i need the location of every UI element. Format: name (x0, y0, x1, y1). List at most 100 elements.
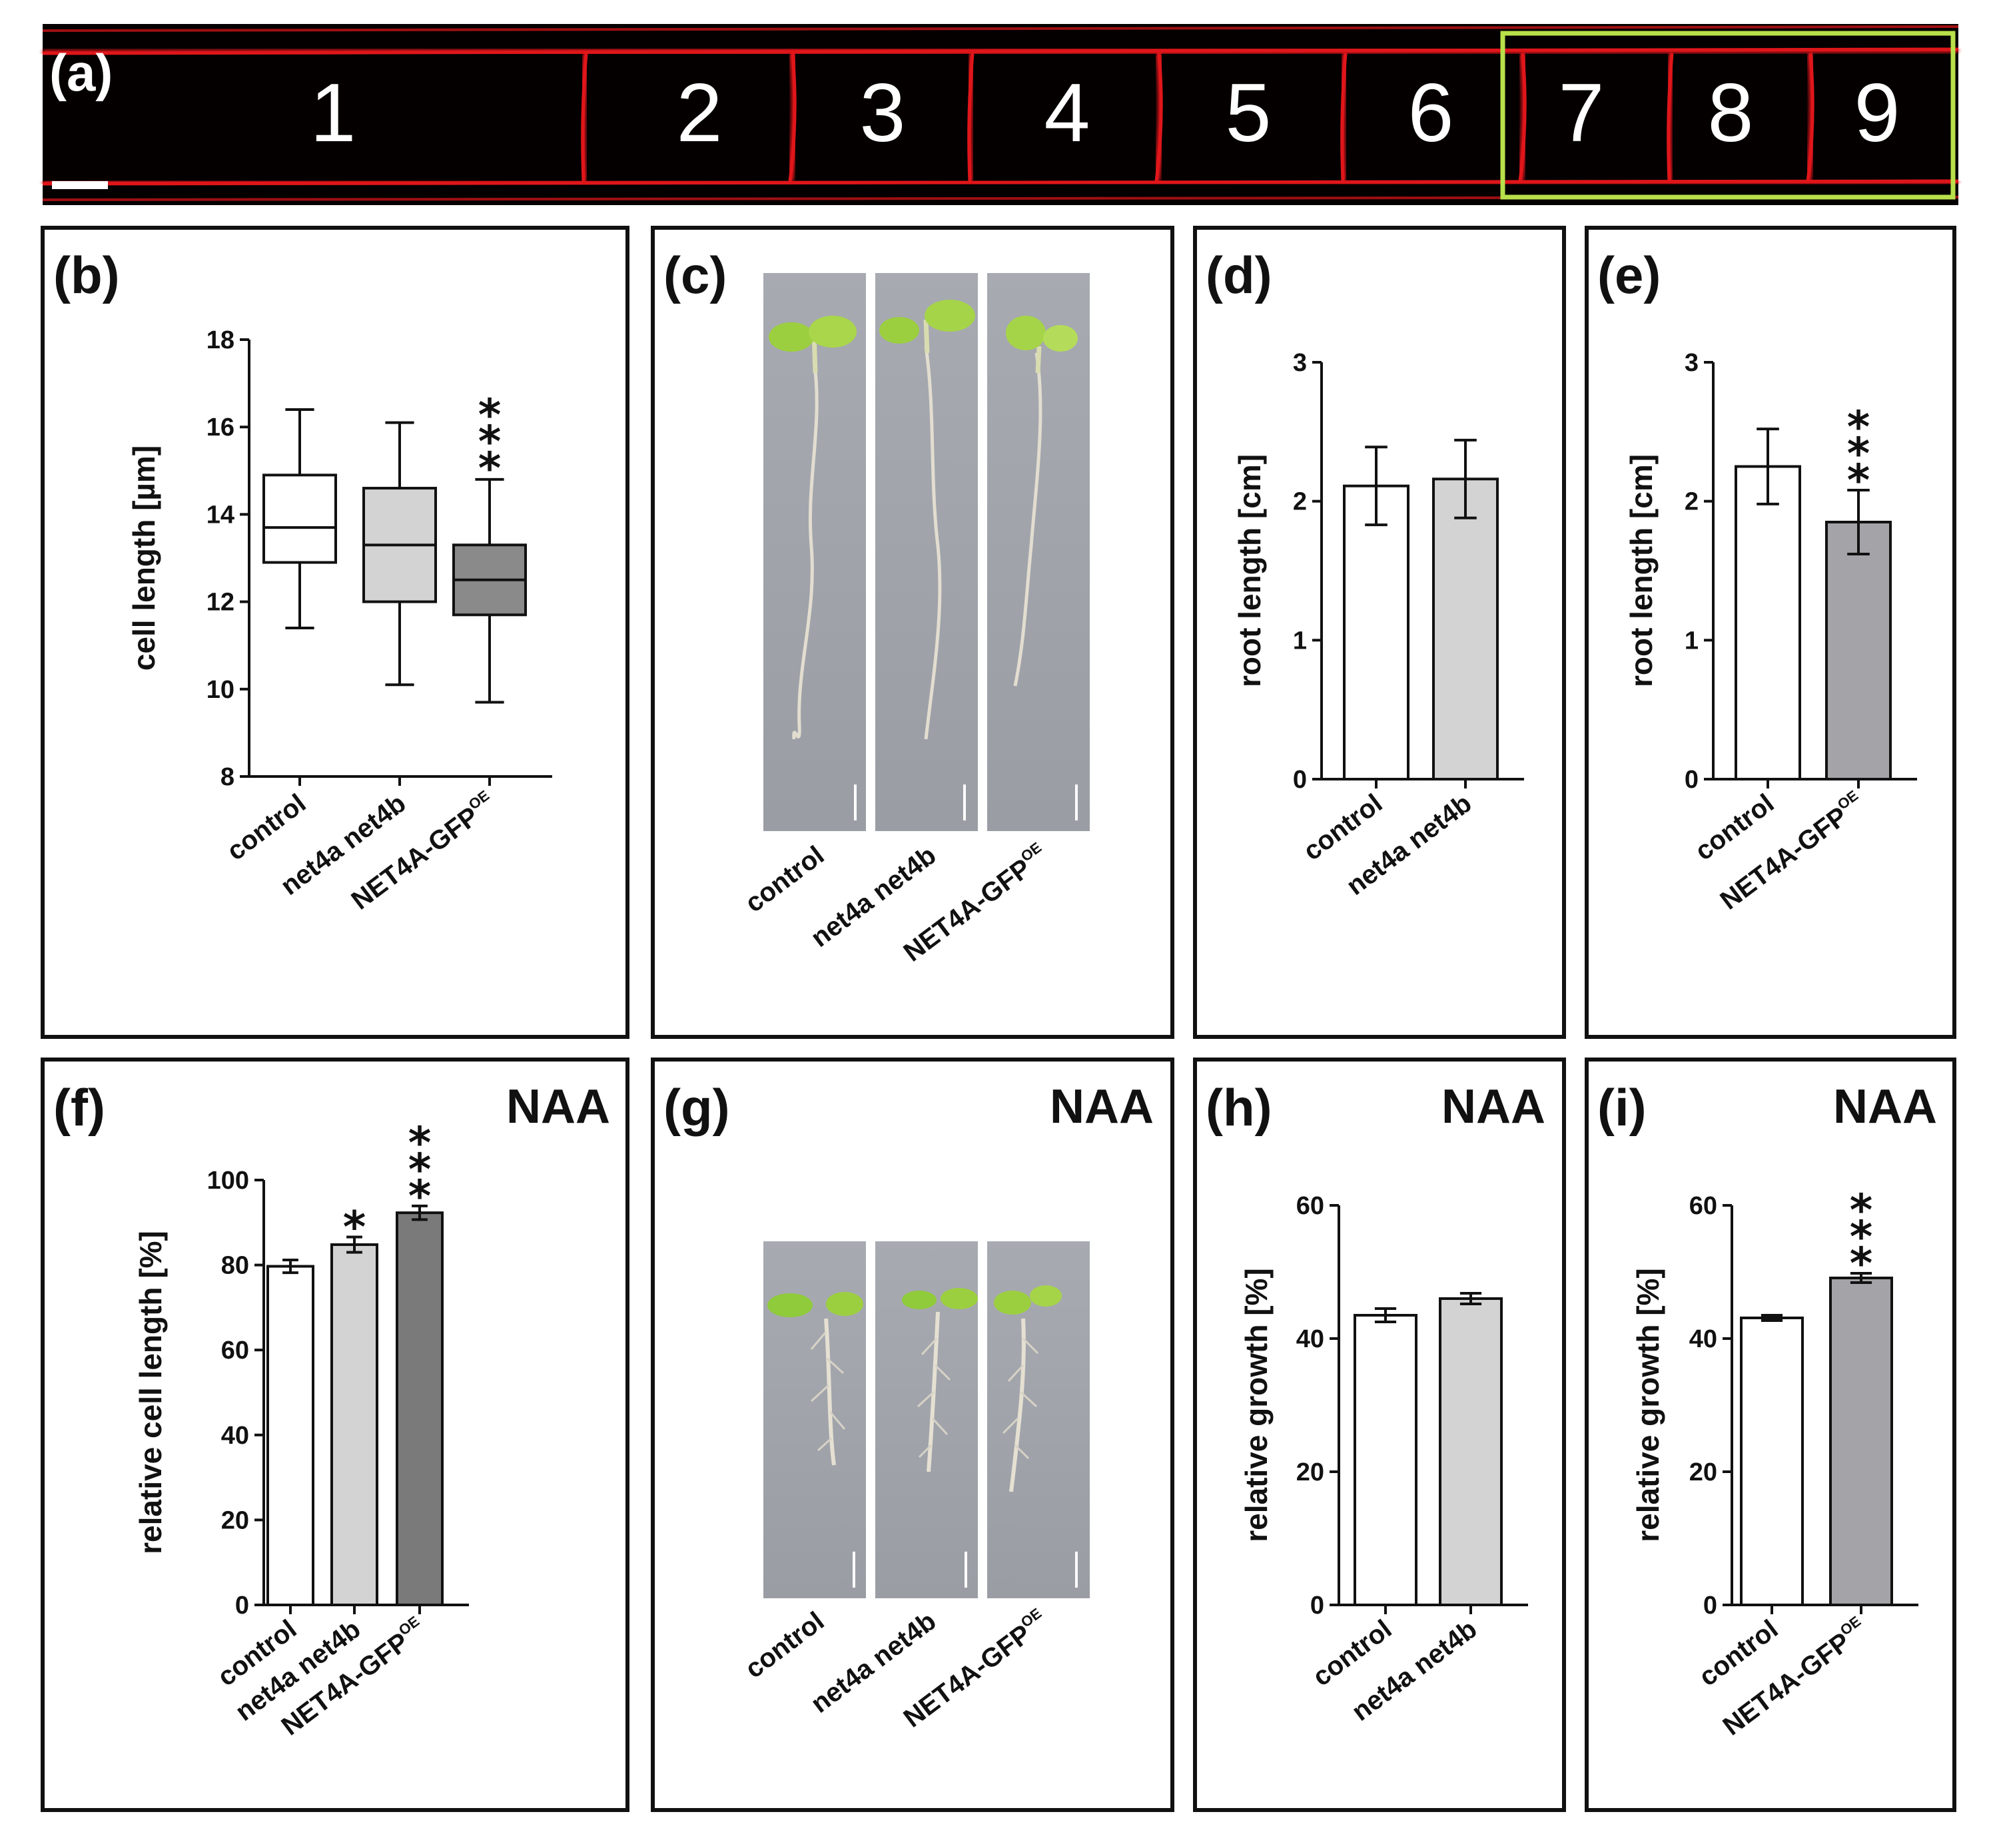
significance-star: * (1850, 1185, 1873, 1236)
membrane-upper-file (42, 25, 1959, 32)
y-tick-label: 60 (1689, 1192, 1717, 1220)
y-tick-label: 80 (221, 1252, 249, 1280)
y-axis-label: relative cell length [%] (133, 1231, 168, 1554)
y-tick-label: 18 (206, 326, 234, 354)
y-tick-label: 3 (1685, 349, 1699, 377)
significance-star: * (1850, 1211, 1873, 1263)
cell-wall (1667, 53, 1674, 182)
root (824, 1318, 836, 1466)
y-tick-label: 40 (221, 1422, 249, 1450)
membrane-bottom (42, 179, 1959, 186)
panel-label-h: (h) (1206, 1078, 1272, 1137)
bar (1740, 1317, 1804, 1606)
y-tick-label: 20 (221, 1506, 249, 1534)
y-tick-label: 100 (207, 1167, 249, 1195)
cell-membranes (42, 25, 1959, 201)
y-tick-label: 1 (1293, 627, 1307, 655)
significance-label: * * * (1847, 402, 1870, 506)
cotyledon (925, 300, 975, 332)
y-tick-label: 40 (1296, 1325, 1324, 1353)
scale-bar (963, 784, 966, 820)
category-label: control (740, 1606, 830, 1684)
cotyledon (826, 1292, 863, 1316)
panel-frame-i (1585, 1058, 1956, 1812)
significance-label: * * * (1850, 1185, 1873, 1289)
bar (266, 1265, 314, 1607)
cell-number: 7 (1559, 67, 1605, 159)
bar (1735, 465, 1801, 780)
category-label: NET4A-GFPOE (345, 787, 502, 916)
scale-bar (52, 181, 108, 189)
root (924, 346, 942, 740)
y-axis-label: cell length [µm] (127, 446, 161, 671)
scale-bar (853, 1552, 855, 1588)
y-tick-label: 2 (1685, 488, 1699, 516)
category-label: NET4A-GFPOE (1717, 1613, 1873, 1741)
lateral-root-hairs (810, 1331, 846, 1452)
cotyledon (1006, 316, 1046, 350)
box (262, 473, 337, 564)
y-tick-label: 14 (206, 501, 234, 529)
bar (1829, 1277, 1893, 1606)
significance-star: * (1847, 455, 1870, 506)
photo-net4a-net4b (875, 1241, 978, 1598)
root (1013, 352, 1042, 687)
category-label: control (740, 840, 830, 918)
y-tick-label: 20 (1296, 1458, 1324, 1486)
lateral-root-hairs (917, 1337, 951, 1458)
significance-label: * * * (408, 1117, 432, 1222)
cotyledon (767, 1293, 813, 1317)
significance-star: * (478, 416, 502, 467)
scale-bar (965, 1552, 967, 1588)
cell-numbers: 1 2 3 4 5 6 7 8 9 (310, 67, 1900, 159)
hypocotyl (923, 319, 930, 354)
y-tick-label: 20 (1689, 1458, 1717, 1486)
bar (330, 1243, 378, 1606)
cotyledon (902, 1291, 937, 1309)
significance-star: * (1847, 402, 1870, 453)
photo-net4a-gfp-oe (987, 273, 1090, 831)
panel-frame-g (651, 1058, 1174, 1812)
y-tick-label: 60 (221, 1337, 249, 1365)
panel-frame-b (41, 226, 629, 1039)
cotyledon (769, 322, 814, 352)
y-tick-label: 16 (206, 414, 234, 442)
panel-label-g: (g) (663, 1078, 730, 1137)
panel-frame-c (651, 226, 1174, 1039)
category-text: control (740, 840, 830, 918)
scale-bar (854, 784, 857, 820)
cell-wall (788, 53, 797, 182)
cell-wall (1340, 53, 1348, 182)
bar (1432, 477, 1499, 781)
treatment-label: NAA (1050, 1080, 1154, 1133)
bar (396, 1211, 444, 1606)
panel-label-e: (e) (1597, 246, 1661, 304)
bar (1343, 484, 1409, 780)
cell-number: 6 (1408, 67, 1454, 159)
cell-wall (581, 53, 588, 182)
category-text: control (740, 1606, 830, 1684)
y-tick-label: 0 (235, 1592, 249, 1620)
category-label: control (222, 788, 312, 866)
cell-wall (967, 53, 975, 182)
cotyledon (994, 1291, 1031, 1315)
photo-net4a-gfp-oe (987, 1241, 1090, 1598)
y-tick-label: 0 (1685, 766, 1699, 794)
cell-wall (1518, 53, 1527, 182)
photo-control (763, 273, 866, 831)
significance-star: * (408, 1117, 432, 1169)
panel-label-b: (b) (53, 246, 120, 304)
panel-label-c: (c) (663, 246, 727, 304)
panel-label-d: (d) (1206, 246, 1272, 304)
hypocotyl (1035, 346, 1042, 374)
significance-star: * (408, 1171, 432, 1222)
panel-frame-d (1193, 226, 1566, 1039)
cotyledon (879, 317, 919, 344)
panel-label-f: (f) (53, 1078, 105, 1137)
scale-bar (1075, 1552, 1078, 1588)
